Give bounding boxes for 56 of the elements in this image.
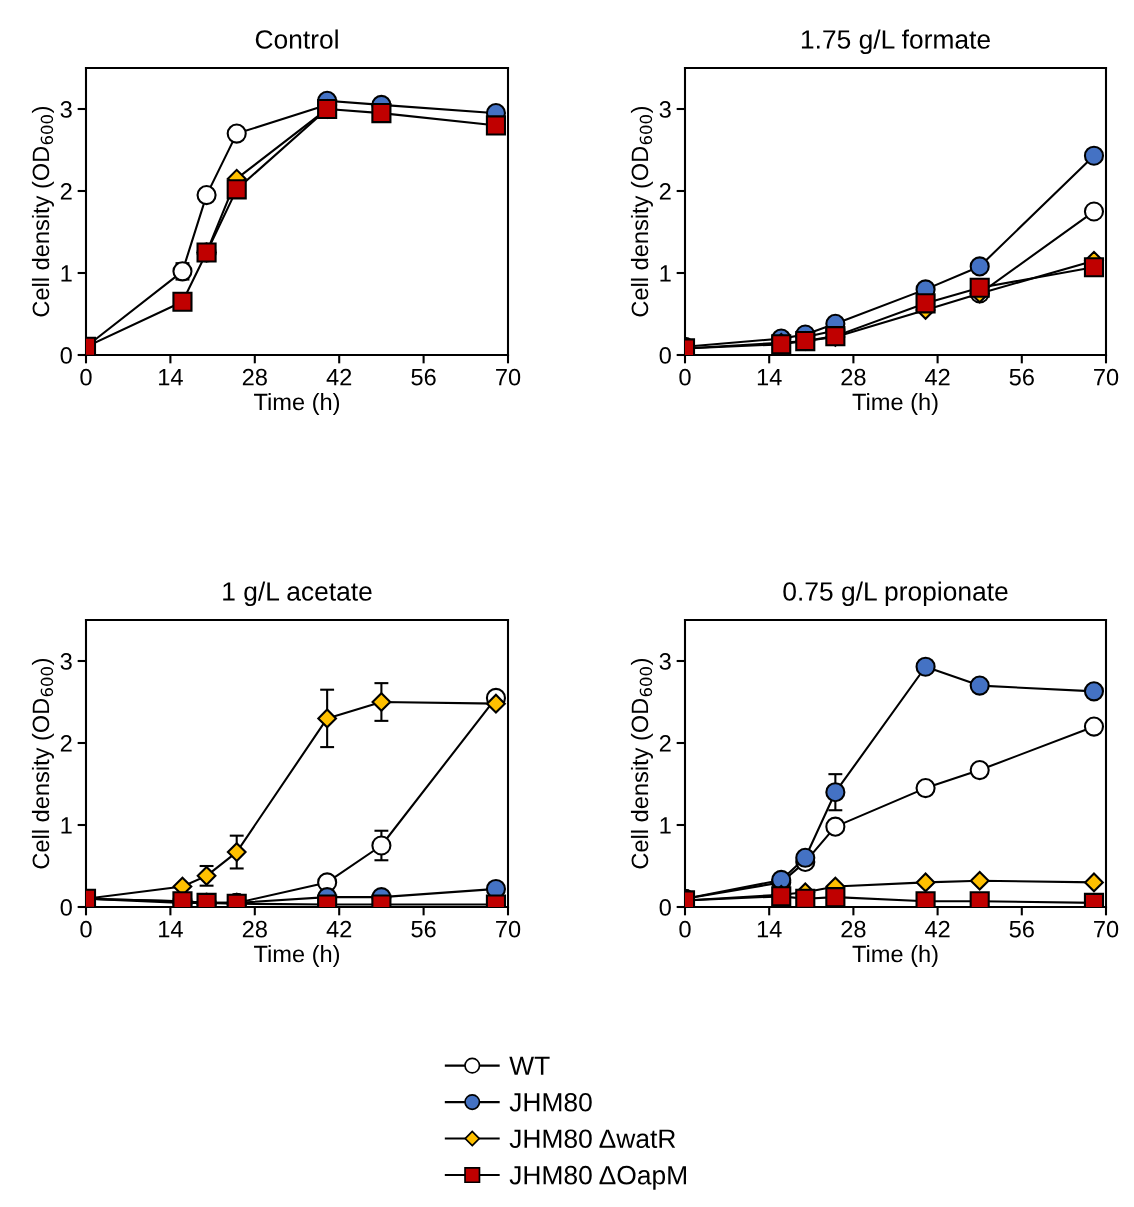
x-tick-label: 0 xyxy=(80,920,92,938)
y-tick-label: 2 xyxy=(659,183,671,200)
x-tick-label: 42 xyxy=(326,368,352,386)
y-tick-label: 0 xyxy=(60,899,72,916)
y-axis-title: Cell density (OD$_{600}$) xyxy=(31,106,54,317)
legend-label: WT xyxy=(509,1056,550,1075)
x-tick-label: 42 xyxy=(326,920,352,938)
x-tick-label: 28 xyxy=(242,920,267,938)
y-tick-label: 2 xyxy=(60,735,72,752)
y-tick-label: 1 xyxy=(61,265,72,282)
y-tick-label: 0 xyxy=(659,347,671,364)
chart-title: 1.75 g/L formate xyxy=(801,29,990,55)
y-tick-label: 3 xyxy=(60,653,72,670)
x-tick-label: 14 xyxy=(757,369,782,386)
x-tick-label: 56 xyxy=(1009,368,1034,386)
y-tick-label: 3 xyxy=(659,101,671,118)
x-tick-label: 0 xyxy=(80,368,92,386)
y-tick-label: 1 xyxy=(660,265,671,282)
x-tick-label: 14 xyxy=(159,369,183,386)
x-tick-label: 70 xyxy=(496,920,521,938)
y-tick-label: 3 xyxy=(60,101,72,118)
x-tick-label: 42 xyxy=(925,368,950,386)
x-tick-label: 70 xyxy=(1094,368,1119,386)
x-tick-label: 56 xyxy=(411,920,436,938)
x-tick-label: 14 xyxy=(159,921,183,938)
chart-title: Control xyxy=(255,29,338,49)
y-tick-label: 1 xyxy=(61,817,72,834)
x-axis-title: Time (h) xyxy=(254,392,340,415)
x-tick-label: 14 xyxy=(757,921,782,938)
x-tick-label: 28 xyxy=(841,920,866,938)
x-tick-label: 42 xyxy=(925,920,950,938)
y-axis-title: Cell density (OD$_{600}$) xyxy=(630,658,653,869)
x-tick-label: 56 xyxy=(1009,920,1034,938)
y-tick-label: 2 xyxy=(60,183,72,200)
y-tick-label: 1 xyxy=(660,817,671,834)
chart-title: 1 g/L acetate xyxy=(223,581,372,607)
y-axis-title: Cell density (OD$_{600}$) xyxy=(630,106,653,317)
x-axis-title: Time (h) xyxy=(852,392,938,415)
chart-title: 0.75 g/L propionate xyxy=(783,581,1008,607)
legend-label: JHM80 xyxy=(509,1092,592,1112)
y-axis-title: Cell density (OD$_{600}$) xyxy=(31,658,54,869)
x-tick-label: 70 xyxy=(496,368,521,386)
x-axis-title: Time (h) xyxy=(852,944,938,967)
y-tick-label: 2 xyxy=(659,735,671,752)
x-tick-label: 0 xyxy=(679,368,691,386)
x-axis-title: Time (h) xyxy=(254,944,340,967)
y-tick-label: 0 xyxy=(659,899,671,916)
x-tick-label: 70 xyxy=(1094,920,1119,938)
x-tick-label: 0 xyxy=(679,920,691,938)
y-tick-label: 0 xyxy=(60,347,72,364)
y-tick-label: 3 xyxy=(659,653,671,670)
x-tick-label: 28 xyxy=(242,368,267,386)
x-tick-label: 56 xyxy=(411,368,436,386)
x-tick-label: 28 xyxy=(841,368,866,386)
legend-label: JHM80 ΔOapM xyxy=(509,1165,686,1190)
legend-label: JHM80 ΔwatR xyxy=(509,1129,676,1149)
